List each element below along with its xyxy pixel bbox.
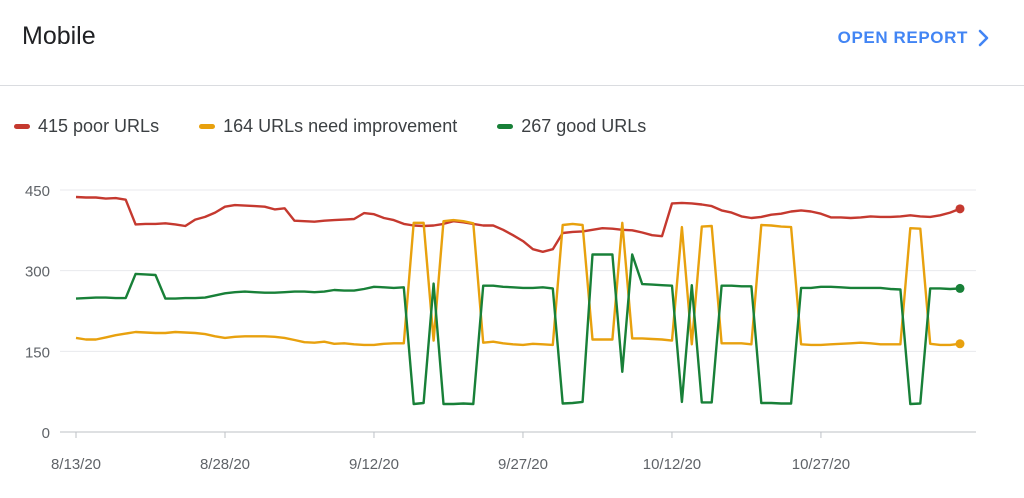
chevron-right-icon [978, 29, 989, 47]
legend-label-good: 267 good URLs [521, 116, 647, 136]
series-end-point-good-urls [955, 283, 965, 293]
x-tick-label: 10/27/20 [792, 456, 850, 473]
series-line-need-improvement-urls [75, 218, 961, 347]
series-line-good-urls [75, 253, 961, 406]
legend-swatch-need-improvement [199, 124, 216, 129]
open-report-button[interactable]: OPEN REPORT [838, 28, 990, 48]
y-tick-label: 450 [25, 183, 50, 200]
line-chart: 0 150 300 450 8/13/20 8/28/20 9/12/20 9/27/20 10… [25, 183, 976, 473]
x-tick-label: 8/13/20 [51, 456, 101, 473]
legend-item-good[interactable]: 267 good URLs [497, 116, 646, 137]
y-tick-label: 150 [25, 344, 50, 361]
chart-legend: 415 poor URLs 164 URLs need improvement … [14, 116, 686, 137]
legend-swatch-good [497, 124, 514, 129]
legend-swatch-poor [14, 124, 30, 129]
page-title: Mobile [22, 22, 96, 50]
y-tick-label: 300 [25, 264, 50, 281]
series-end-point-poor-urls [955, 204, 965, 214]
series-end-point-need-improvement-urls [955, 339, 965, 349]
x-tick-label: 10/12/20 [643, 456, 701, 473]
legend-item-poor[interactable]: 415 poor URLs [14, 116, 159, 137]
x-tick-label: 9/12/20 [349, 456, 399, 473]
series-line-poor-urls [75, 195, 961, 254]
open-report-label: OPEN REPORT [837, 28, 968, 47]
legend-label-need-improvement: 164 URLs need improvement [223, 116, 458, 136]
x-tick-label: 8/28/20 [200, 456, 250, 473]
y-tick-label: 0 [42, 425, 50, 442]
card-header: Mobile OPEN REPORT [0, 0, 1024, 86]
x-tick-label: 9/27/20 [498, 456, 548, 473]
legend-item-need-improvement[interactable]: 164 URLs need improvement [199, 116, 457, 137]
legend-label-poor: 415 poor URLs [38, 116, 160, 136]
